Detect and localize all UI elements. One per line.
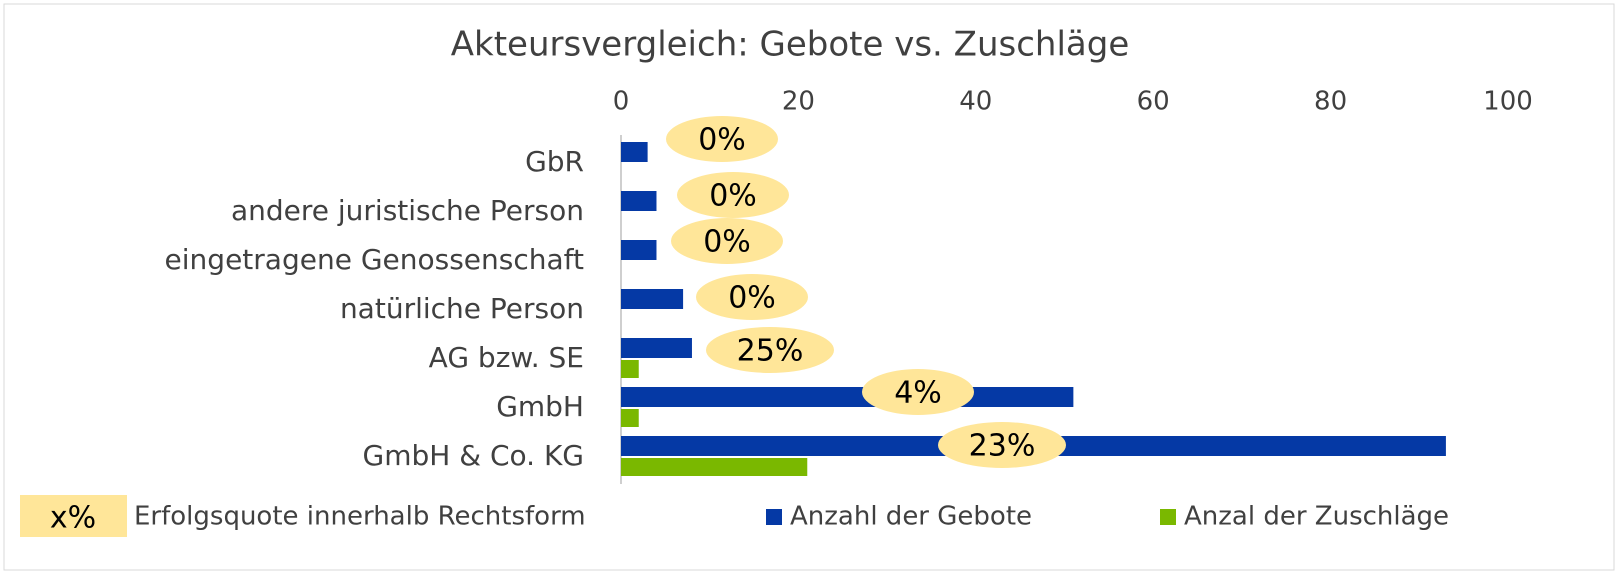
legend-label: Anzahl der Gebote [790,502,1032,532]
rate-label: 25% [737,334,804,369]
legend-label: Anzal der Zuschläge [1184,502,1449,532]
rate-label: 0% [728,281,776,316]
y-tick-label: GmbH & Co. KG [363,439,584,472]
rate-bubble [671,218,783,264]
bar [621,387,1074,407]
rate-bubble [666,116,778,162]
rate-label: 4% [894,376,942,411]
x-tick-label: 0 [613,87,630,117]
chart-frame [3,3,1615,571]
y-tick-label: andere juristische Person [231,194,584,227]
y-tick-label: eingetragene Genossenschaft [165,243,584,276]
rate-bubble [862,369,974,415]
legend-label: Erfolgsquote innerhalb Rechtsform [134,502,586,532]
y-tick-label: natürliche Person [340,292,584,325]
x-tick-label: 20 [782,87,815,117]
rate-label: 23% [969,429,1036,464]
legend-swatch [766,509,782,525]
x-tick-label: 60 [1137,87,1170,117]
rate-bubble [706,327,834,373]
y-tick-label: GmbH [496,390,584,423]
bar [621,240,657,260]
bar [621,409,639,427]
bar [621,458,808,476]
legend-swatch [20,495,127,537]
chart-title: Akteursvergleich: Gebote vs. Zuschläge [451,25,1130,65]
bar [621,338,692,358]
rate-bubble [677,172,789,218]
rate-bubble [696,274,808,320]
rate-bubble [938,422,1066,468]
rate-label: 0% [709,179,757,214]
bar [621,289,684,309]
rate-label: 0% [703,225,751,260]
legend-swatch [1160,509,1176,525]
bar [621,360,639,378]
rate-label: 0% [698,123,746,158]
x-tick-label: 80 [1314,87,1347,117]
legend-symbol: x% [50,501,96,536]
bar [621,142,648,162]
y-tick-label: GbR [525,145,584,178]
x-tick-label: 40 [959,87,992,117]
bar [621,191,657,211]
x-tick-label: 100 [1483,87,1533,117]
y-tick-label: AG bzw. SE [429,341,584,374]
